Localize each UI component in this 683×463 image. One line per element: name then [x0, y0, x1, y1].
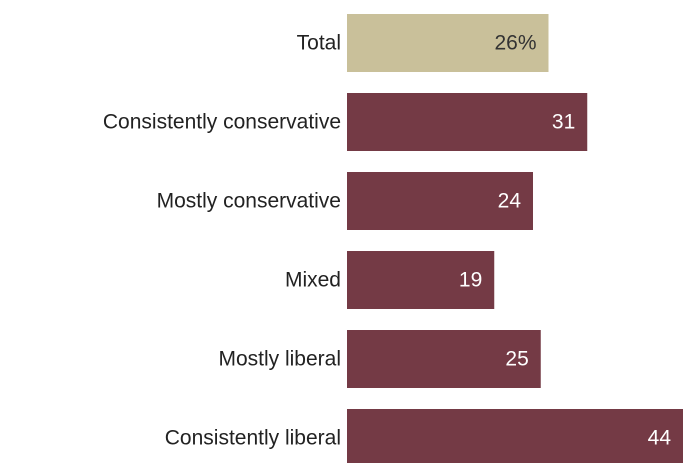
value-label-2: 31 [552, 111, 575, 134]
category-labels-group: Total Consistently conservative Mostly con… [103, 32, 341, 450]
value-label-5: 25 [505, 348, 528, 371]
bar-2 [347, 93, 588, 151]
bar-1 [347, 14, 549, 72]
value-labels-group: 26% 31 24 19 25 44 [459, 32, 671, 450]
category-label-5: Mostly liberal [218, 348, 341, 371]
value-label-3: 24 [498, 190, 522, 213]
value-label-6: 44 [648, 427, 672, 450]
category-label-4: Mixed [285, 269, 341, 292]
bars-group [347, 14, 683, 463]
bar-4 [347, 251, 495, 309]
category-label-6: Consistently liberal [165, 427, 341, 450]
bar-3 [347, 172, 533, 230]
category-label-2: Consistently conservative [103, 111, 341, 134]
category-label-1: Total [297, 32, 341, 55]
bar-5 [347, 330, 541, 388]
value-label-1: 26% [494, 32, 536, 55]
value-label-4: 19 [459, 269, 482, 292]
category-label-3: Mostly conservative [157, 190, 341, 213]
bar-6 [347, 409, 683, 463]
